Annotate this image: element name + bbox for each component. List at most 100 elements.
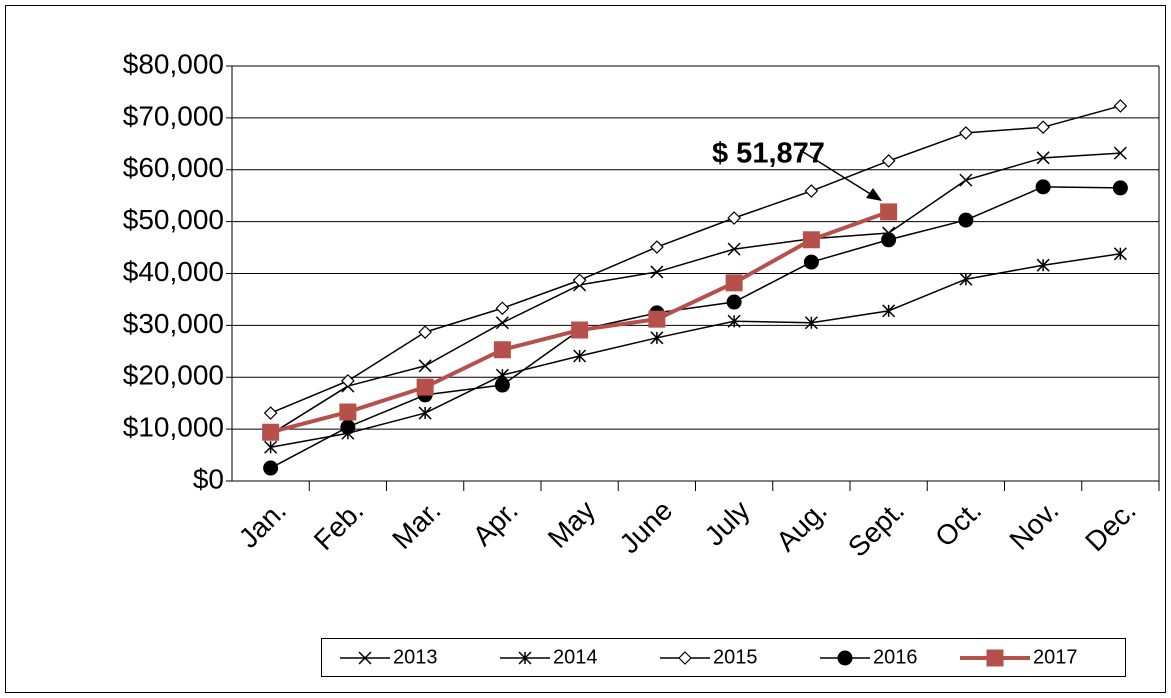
y-tick-label: $80,000	[123, 48, 224, 79]
marker	[262, 423, 280, 441]
marker-shape	[264, 440, 278, 454]
marker	[494, 377, 510, 393]
marker	[958, 212, 974, 228]
marker	[418, 406, 432, 420]
marker-shape	[986, 649, 1004, 667]
marker-shape	[804, 184, 819, 198]
marker	[727, 242, 741, 256]
marker-shape	[263, 406, 278, 420]
marker	[264, 440, 278, 454]
marker-shape	[262, 423, 280, 441]
marker	[493, 341, 511, 359]
series-line	[270, 253, 1121, 449]
marker	[986, 649, 1004, 667]
marker	[727, 211, 741, 225]
marker	[650, 265, 664, 279]
chart-border	[5, 5, 1166, 693]
y-tick-label: $60,000	[123, 152, 224, 183]
marker-shape	[837, 650, 853, 666]
marker	[650, 240, 664, 254]
marker-shape	[418, 325, 432, 339]
y-tick-label: $70,000	[123, 100, 224, 131]
arrow-head	[866, 188, 882, 201]
marker	[572, 273, 587, 288]
marker-shape	[650, 240, 664, 254]
marker-shape	[1036, 120, 1050, 135]
y-tick-label: $50,000	[123, 204, 224, 235]
y-tick-label: $10,000	[123, 412, 224, 443]
marker-shape	[340, 419, 356, 435]
marker	[881, 154, 896, 168]
marker-shape	[959, 126, 973, 140]
marker	[571, 321, 589, 339]
marker	[1113, 99, 1128, 113]
y-tick-label: $30,000	[123, 308, 224, 339]
marker-shape	[678, 651, 692, 665]
marker	[1036, 151, 1050, 165]
marker-shape	[358, 651, 372, 665]
legend-label: 2014	[553, 646, 598, 668]
marker-shape	[418, 406, 432, 420]
marker	[1112, 180, 1128, 196]
marker	[959, 126, 973, 140]
marker-shape	[727, 242, 741, 256]
y-tick-label: $20,000	[123, 360, 224, 391]
marker	[804, 316, 818, 330]
marker-shape	[518, 651, 532, 665]
legend-label: 2016	[873, 646, 918, 668]
legend-label: 2013	[393, 646, 438, 668]
marker	[803, 254, 819, 270]
marker-shape	[881, 154, 896, 168]
marker	[495, 301, 510, 316]
marker-shape	[881, 232, 897, 248]
marker-shape	[495, 316, 509, 330]
marker-shape	[802, 231, 820, 249]
series-line	[270, 186, 1121, 469]
marker-shape	[648, 310, 666, 328]
marker-shape	[725, 274, 743, 292]
marker-shape	[416, 378, 434, 396]
marker	[727, 314, 741, 328]
marker	[339, 403, 357, 421]
marker	[1036, 120, 1050, 135]
marker	[725, 274, 743, 292]
marker-shape	[959, 272, 973, 286]
marker-shape	[1113, 247, 1127, 261]
marker-shape	[493, 341, 511, 359]
marker-shape	[1113, 99, 1128, 113]
marker	[418, 359, 432, 373]
marker-shape	[573, 349, 587, 363]
marker	[880, 203, 898, 221]
marker-shape	[803, 254, 819, 270]
marker	[573, 349, 587, 363]
marker	[881, 232, 897, 248]
marker	[418, 325, 432, 339]
marker	[416, 378, 434, 396]
marker	[263, 406, 278, 420]
marker	[882, 304, 896, 318]
marker-shape	[727, 211, 741, 225]
marker-shape	[1035, 179, 1051, 195]
marker-shape	[571, 321, 589, 339]
marker-shape	[1113, 146, 1127, 160]
marker	[650, 331, 664, 345]
marker	[495, 316, 509, 330]
marker	[341, 374, 355, 388]
marker	[518, 651, 532, 665]
marker-shape	[650, 331, 664, 345]
marker	[263, 460, 279, 476]
marker	[1113, 247, 1127, 261]
marker-shape	[959, 173, 973, 187]
marker-shape	[1036, 151, 1050, 165]
annotation-arrow	[799, 149, 873, 196]
series-line	[270, 105, 1121, 414]
series-line	[270, 152, 1121, 435]
annotation: $ 51,877	[712, 138, 825, 170]
marker	[340, 419, 356, 435]
marker	[1036, 258, 1050, 272]
y-tick-label: $0	[193, 463, 224, 494]
marker-shape	[880, 203, 898, 221]
marker-shape	[263, 460, 279, 476]
legend-label: 2017	[1033, 646, 1078, 668]
marker	[678, 651, 692, 665]
